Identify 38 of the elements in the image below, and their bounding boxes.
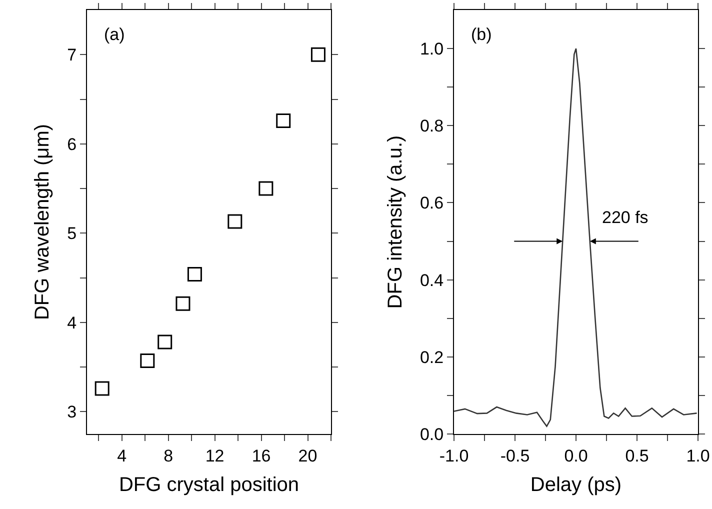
y-tick-label: 3 xyxy=(67,402,77,422)
x-tick-label: -0.5 xyxy=(500,446,530,466)
x-tick-label: 8 xyxy=(164,446,174,466)
x-axis-title: DFG crystal position xyxy=(118,474,300,496)
y-tick-label: 0.4 xyxy=(420,270,444,290)
point xyxy=(310,47,326,62)
point xyxy=(258,181,274,196)
point xyxy=(94,381,110,396)
y-tick-label: 0.0 xyxy=(420,424,444,444)
point xyxy=(228,214,242,229)
y-axis-title: DFG intensity (a.u.) xyxy=(384,135,406,309)
y-tick-label: 4 xyxy=(67,313,77,332)
point xyxy=(187,266,202,282)
point xyxy=(176,296,190,311)
y-tick-label: 5 xyxy=(67,224,77,244)
y-tick-label: 7 xyxy=(67,46,77,65)
y-tick-label: 0.6 xyxy=(420,194,444,213)
x-tick-label: -1.0 xyxy=(439,446,469,466)
annotation: (a) xyxy=(104,25,125,44)
annotation: (b) xyxy=(471,25,492,44)
x-tick-label: 1.0 xyxy=(686,446,710,466)
y-axis-title: DFG wavelength (μm) xyxy=(32,124,54,320)
x-tick-label: 4 xyxy=(117,446,127,466)
point xyxy=(140,354,155,368)
y-tick-label: 0.8 xyxy=(420,116,444,136)
y-tick-label: 0.2 xyxy=(420,348,444,367)
point xyxy=(276,113,291,128)
x-tick-label: 12 xyxy=(205,446,224,466)
x-tick-label: 16 xyxy=(252,446,271,466)
y-tick-label: 6 xyxy=(67,134,77,154)
line-series xyxy=(454,48,698,427)
point xyxy=(158,334,172,350)
x-tick-label: 0.5 xyxy=(625,446,649,466)
x-tick-label: 0.0 xyxy=(564,446,588,466)
annotation: 220 fs xyxy=(602,208,648,227)
y-tick-label: 1.0 xyxy=(420,40,444,58)
x-axis-title: Delay (ps) xyxy=(530,474,622,496)
x-tick-label: 20 xyxy=(298,446,318,466)
